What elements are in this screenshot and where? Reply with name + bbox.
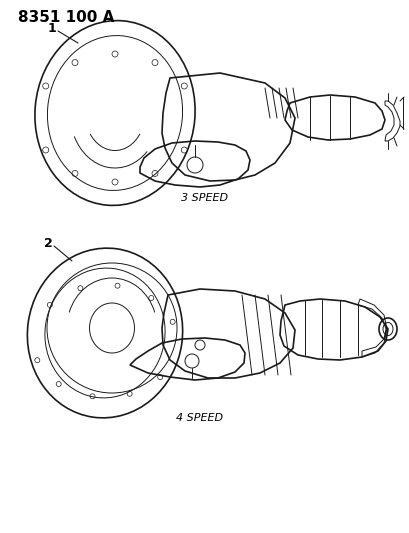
Text: 4 SPEED: 4 SPEED [176, 413, 223, 423]
Text: 3 SPEED: 3 SPEED [181, 193, 228, 203]
Text: 8351 100 A: 8351 100 A [18, 10, 114, 25]
Text: 2: 2 [43, 237, 52, 249]
Text: 1: 1 [47, 21, 56, 35]
